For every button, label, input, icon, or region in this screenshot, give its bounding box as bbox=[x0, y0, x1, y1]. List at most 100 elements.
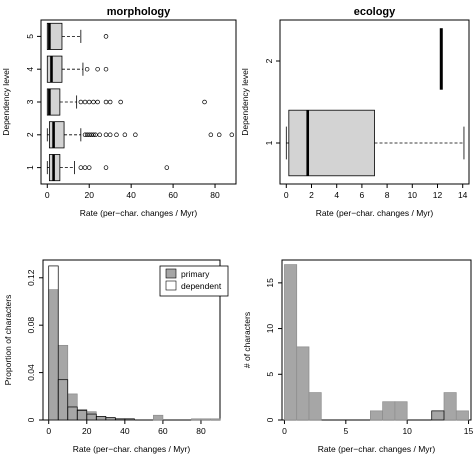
x-tick-label: 0 bbox=[282, 426, 287, 436]
box-outlier bbox=[84, 132, 90, 138]
y-axis-label: Proportion of characters bbox=[3, 295, 13, 386]
box-outlier bbox=[78, 99, 84, 105]
x-axis-label: Rate (per−char. changes / Myr) bbox=[316, 208, 434, 218]
box-outlier bbox=[82, 132, 88, 138]
legend-label: primary bbox=[181, 269, 210, 279]
box-outlier bbox=[202, 99, 207, 105]
box-outlier bbox=[93, 132, 98, 138]
box-outlier bbox=[86, 165, 92, 170]
x-tick-label: 40 bbox=[126, 190, 136, 200]
histogram-bar bbox=[382, 401, 396, 421]
box-outlier bbox=[91, 99, 96, 105]
x-tick-label: 4 bbox=[334, 190, 339, 200]
box-outlier bbox=[208, 132, 214, 138]
box-outlier bbox=[78, 165, 84, 170]
x-tick-label: 0 bbox=[45, 190, 50, 200]
box-outlier bbox=[95, 66, 100, 72]
histogram-bar bbox=[124, 418, 135, 421]
x-tick-label: 0 bbox=[46, 426, 51, 436]
histogram-bar bbox=[308, 392, 322, 421]
y-axis-label: Dependency level bbox=[1, 68, 11, 136]
box-outlier bbox=[82, 99, 88, 105]
y-tick-label: 5 bbox=[265, 372, 275, 377]
x-tick-label: 80 bbox=[210, 190, 220, 200]
histogram-bar bbox=[210, 418, 221, 421]
x-tick-label: 6 bbox=[360, 190, 365, 200]
y-tick-label: 1 bbox=[264, 140, 274, 145]
box-outlier bbox=[86, 99, 92, 105]
histogram-bar bbox=[114, 418, 126, 421]
morphology-panel: 0 20 40 60 80 Rate (per−char. changes / Myr) D… bbox=[1, 6, 237, 218]
y-tick-label: 5 bbox=[25, 34, 35, 39]
y-tick-label: 1 bbox=[25, 165, 35, 170]
box bbox=[48, 121, 65, 149]
x-tick-label: 5 bbox=[343, 426, 348, 436]
y-tick-label: 10 bbox=[265, 324, 275, 334]
box-outlier bbox=[91, 132, 96, 138]
legend-swatch bbox=[165, 280, 177, 291]
y-axis-label: Dependency level bbox=[240, 68, 250, 136]
x-tick-label: 10 bbox=[402, 426, 412, 436]
box bbox=[288, 109, 375, 177]
x-tick-label: 60 bbox=[168, 190, 178, 200]
histogram-bar bbox=[370, 410, 383, 421]
histogram-bar bbox=[86, 413, 97, 421]
box-outlier bbox=[86, 132, 92, 138]
histogram-bar bbox=[296, 346, 310, 421]
box-outlier bbox=[216, 132, 222, 138]
box-outlier bbox=[103, 132, 109, 138]
box-outlier bbox=[97, 132, 102, 138]
x-tick-label: 60 bbox=[158, 426, 168, 436]
y-tick-label: 0 bbox=[26, 417, 36, 422]
box-outlier bbox=[122, 132, 128, 138]
histogram-bar bbox=[394, 401, 408, 421]
box-outlier bbox=[118, 99, 123, 105]
chart-title: ecology bbox=[354, 6, 396, 18]
histogram-bar bbox=[153, 414, 164, 421]
box-outlier bbox=[103, 66, 109, 72]
x-tick-label: 12 bbox=[433, 190, 443, 200]
histogram-bar bbox=[455, 410, 469, 421]
box-outlier bbox=[114, 132, 119, 138]
box-outlier bbox=[103, 34, 109, 39]
box-outlier bbox=[84, 66, 90, 72]
histogram-bar bbox=[105, 417, 116, 421]
histogram-bar bbox=[200, 418, 211, 421]
y-tick-label: 0.12 bbox=[26, 269, 36, 286]
y-tick-label: 15 bbox=[265, 278, 275, 288]
y-tick-label: 2 bbox=[264, 58, 274, 63]
histogram-bar bbox=[57, 379, 69, 421]
x-axis-label: Rate (per−char. changes / Myr) bbox=[318, 444, 436, 454]
x-tick-label: 20 bbox=[82, 426, 92, 436]
x-tick-label: 0 bbox=[284, 190, 289, 200]
box-outlier bbox=[107, 99, 113, 105]
count-histogram-panel: 0 5 10 15 Rate (per−char. changes / Myr) # of… bbox=[242, 259, 474, 454]
x-tick-label: 80 bbox=[196, 426, 206, 436]
histogram-bar bbox=[191, 418, 202, 421]
x-tick-label: 14 bbox=[458, 190, 468, 200]
x-tick-label: 20 bbox=[84, 190, 94, 200]
x-tick-label: 8 bbox=[385, 190, 390, 200]
x-tick-label: 2 bbox=[309, 190, 314, 200]
y-tick-label: 3 bbox=[25, 99, 35, 104]
box bbox=[46, 22, 63, 50]
box-outlier bbox=[103, 99, 109, 105]
box-outlier bbox=[95, 99, 100, 105]
box-outlier bbox=[89, 132, 94, 138]
histogram-bar bbox=[48, 265, 59, 421]
y-tick-label: 0.04 bbox=[26, 364, 36, 381]
y-axis-label: # of characters bbox=[242, 312, 252, 368]
histogram-bar bbox=[431, 410, 445, 421]
y-tick-label: 4 bbox=[25, 67, 35, 72]
box-outlier bbox=[107, 132, 113, 138]
histogram-bar bbox=[76, 410, 88, 421]
box-outlier bbox=[103, 165, 109, 170]
chart-title: morphology bbox=[107, 6, 171, 18]
box-outlier bbox=[229, 132, 235, 138]
legend-label: dependent bbox=[181, 281, 222, 291]
box-outlier bbox=[164, 165, 170, 170]
histogram-bar bbox=[95, 416, 107, 421]
x-tick-label: 15 bbox=[464, 426, 474, 436]
